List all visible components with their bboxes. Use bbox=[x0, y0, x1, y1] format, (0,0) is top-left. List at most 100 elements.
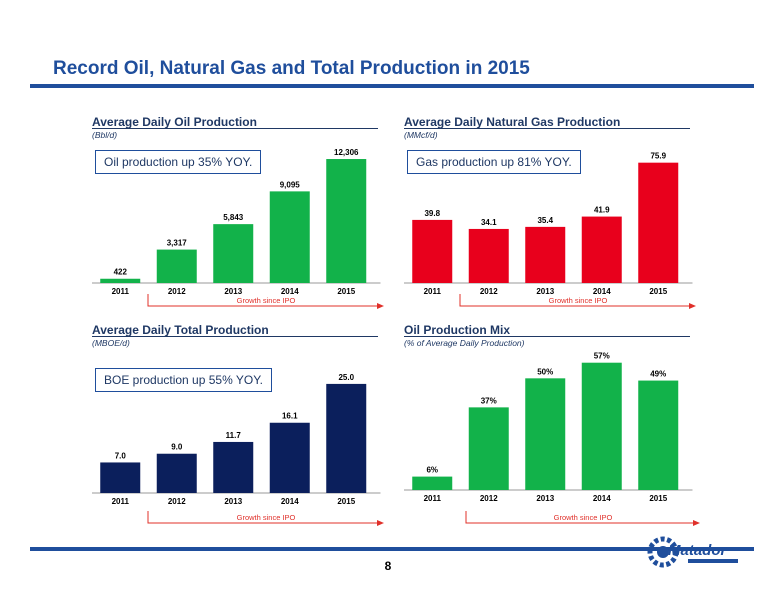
bar-2012 bbox=[468, 407, 509, 490]
data-label-2012: 9.0 bbox=[171, 443, 183, 452]
growth-arrow-line bbox=[459, 294, 689, 307]
panel-unit-label: (MMcf/d) bbox=[404, 130, 438, 140]
data-label-2013: 35.4 bbox=[537, 216, 553, 225]
gas-production-panel: Average Daily Natural Gas Production (MM… bbox=[404, 115, 700, 315]
tick-label-2013: 2013 bbox=[224, 287, 242, 296]
growth-arrow-head bbox=[377, 303, 384, 309]
page-number: 8 bbox=[384, 559, 392, 573]
growth-label: Growth since IPO bbox=[554, 513, 613, 522]
tick-label-2014: 2014 bbox=[593, 287, 611, 296]
bar-2013 bbox=[213, 441, 254, 493]
bar-2011 bbox=[100, 462, 141, 493]
growth-arrow-head bbox=[377, 520, 384, 526]
data-label-2011: 422 bbox=[114, 268, 128, 277]
bar-2011 bbox=[100, 278, 141, 283]
data-label-2012: 37% bbox=[481, 396, 497, 405]
growth-label: Growth since IPO bbox=[237, 513, 296, 522]
tick-label-2014: 2014 bbox=[281, 287, 299, 296]
growth-arrow-head bbox=[693, 520, 700, 526]
tick-label-2011: 2011 bbox=[424, 287, 442, 296]
panel-rule bbox=[404, 128, 690, 129]
panel-unit-label: (Bbl/d) bbox=[92, 130, 118, 140]
tick-label-2013: 2013 bbox=[536, 494, 554, 503]
total-production-chart: 7.0 2011 9.0 2012 11.7 2013 16.1 2014 25.0 2015 Gr… bbox=[92, 373, 384, 526]
growth-arrow-line bbox=[465, 511, 693, 524]
data-label-2014: 41.9 bbox=[594, 206, 610, 215]
data-label-2012: 34.1 bbox=[481, 218, 497, 227]
bar-2015 bbox=[638, 162, 679, 283]
tick-label-2013: 2013 bbox=[536, 287, 554, 296]
oil-mix-chart: 6% 2011 37% 2012 50% 2013 57% 2014 49% 2015 Growth… bbox=[404, 352, 700, 526]
bar-2014 bbox=[581, 362, 622, 490]
data-label-2011: 7.0 bbox=[115, 451, 127, 460]
tick-label-2011: 2011 bbox=[112, 497, 130, 506]
panel-title: Average Daily Total Production bbox=[92, 323, 269, 337]
data-label-2011: 6% bbox=[426, 466, 438, 475]
growth-label: Growth since IPO bbox=[237, 296, 296, 305]
data-label-2014: 16.1 bbox=[282, 412, 298, 421]
panel-rule bbox=[92, 128, 378, 129]
logo-mark bbox=[647, 536, 679, 568]
data-label-2011: 39.8 bbox=[424, 209, 440, 218]
bar-2011 bbox=[412, 219, 453, 283]
oil-callout: Oil production up 35% YOY. bbox=[95, 150, 262, 174]
gas-production-chart: 39.8 2011 34.1 2012 35.4 2013 41.9 2014 75.9 2015… bbox=[404, 152, 696, 309]
panel-title: Average Daily Oil Production bbox=[92, 115, 257, 129]
tick-label-2012: 2012 bbox=[168, 287, 186, 296]
tick-label-2015: 2015 bbox=[649, 494, 667, 503]
data-label-2014: 57% bbox=[594, 352, 610, 361]
bar-2011 bbox=[412, 476, 453, 490]
data-label-2013: 50% bbox=[537, 367, 553, 376]
bar-2012 bbox=[468, 228, 509, 283]
bar-2015 bbox=[326, 159, 367, 283]
matador-logo: Matador bbox=[647, 536, 738, 568]
tick-label-2015: 2015 bbox=[649, 287, 667, 296]
oil-mix-panel: Oil Production Mix (% of Average Daily P… bbox=[404, 323, 700, 533]
bar-2013 bbox=[525, 226, 566, 283]
bar-2015 bbox=[326, 383, 367, 493]
oil-production-chart: 422 2011 3,317 2012 5,843 2013 9,095 2014 12,306… bbox=[92, 148, 384, 309]
bar-2012 bbox=[156, 249, 197, 283]
data-label-2013: 5,843 bbox=[223, 213, 244, 222]
tick-label-2013: 2013 bbox=[224, 497, 242, 506]
panel-rule bbox=[92, 336, 378, 337]
tick-label-2015: 2015 bbox=[337, 287, 355, 296]
data-label-2015: 75.9 bbox=[650, 152, 666, 161]
bar-2014 bbox=[269, 422, 310, 493]
gas-callout: Gas production up 81% YOY. bbox=[407, 150, 581, 174]
svg-text:Matador: Matador bbox=[668, 542, 728, 559]
tick-label-2012: 2012 bbox=[168, 497, 186, 506]
page-title: Record Oil, Natural Gas and Total Produc… bbox=[53, 58, 530, 79]
data-label-2014: 9,095 bbox=[280, 180, 301, 189]
panel-unit-label: (MBOE/d) bbox=[92, 338, 130, 348]
tick-label-2012: 2012 bbox=[480, 494, 498, 503]
data-label-2015: 25.0 bbox=[338, 373, 354, 382]
bar-2012 bbox=[156, 453, 197, 493]
data-label-2015: 12,306 bbox=[334, 148, 359, 157]
oil-production-panel: Average Daily Oil Production (Bbl/d) 422… bbox=[92, 115, 388, 315]
panel-title: Oil Production Mix bbox=[404, 323, 511, 337]
bar-2013 bbox=[213, 224, 254, 283]
tick-label-2014: 2014 bbox=[593, 494, 611, 503]
tick-label-2012: 2012 bbox=[480, 287, 498, 296]
tick-label-2011: 2011 bbox=[424, 494, 442, 503]
tick-label-2015: 2015 bbox=[337, 497, 355, 506]
data-label-2012: 3,317 bbox=[167, 239, 188, 248]
growth-arrow-line bbox=[147, 511, 377, 524]
tick-label-2014: 2014 bbox=[281, 497, 299, 506]
footer-rule bbox=[30, 547, 754, 551]
bar-2014 bbox=[581, 216, 622, 283]
growth-arrow-line bbox=[147, 294, 377, 307]
bar-2014 bbox=[269, 191, 310, 283]
panel-rule bbox=[404, 336, 690, 337]
data-label-2015: 49% bbox=[650, 370, 666, 379]
panel-unit-label: (% of Average Daily Production) bbox=[404, 338, 525, 348]
title-rule bbox=[30, 84, 754, 88]
tick-label-2011: 2011 bbox=[112, 287, 130, 296]
panel-title: Average Daily Natural Gas Production bbox=[404, 115, 621, 129]
growth-arrow-head bbox=[689, 303, 696, 309]
total-production-panel: Average Daily Total Production (MBOE/d) … bbox=[92, 323, 388, 533]
growth-label: Growth since IPO bbox=[549, 296, 608, 305]
bar-2013 bbox=[525, 378, 566, 490]
boe-callout: BOE production up 55% YOY. bbox=[95, 368, 272, 392]
